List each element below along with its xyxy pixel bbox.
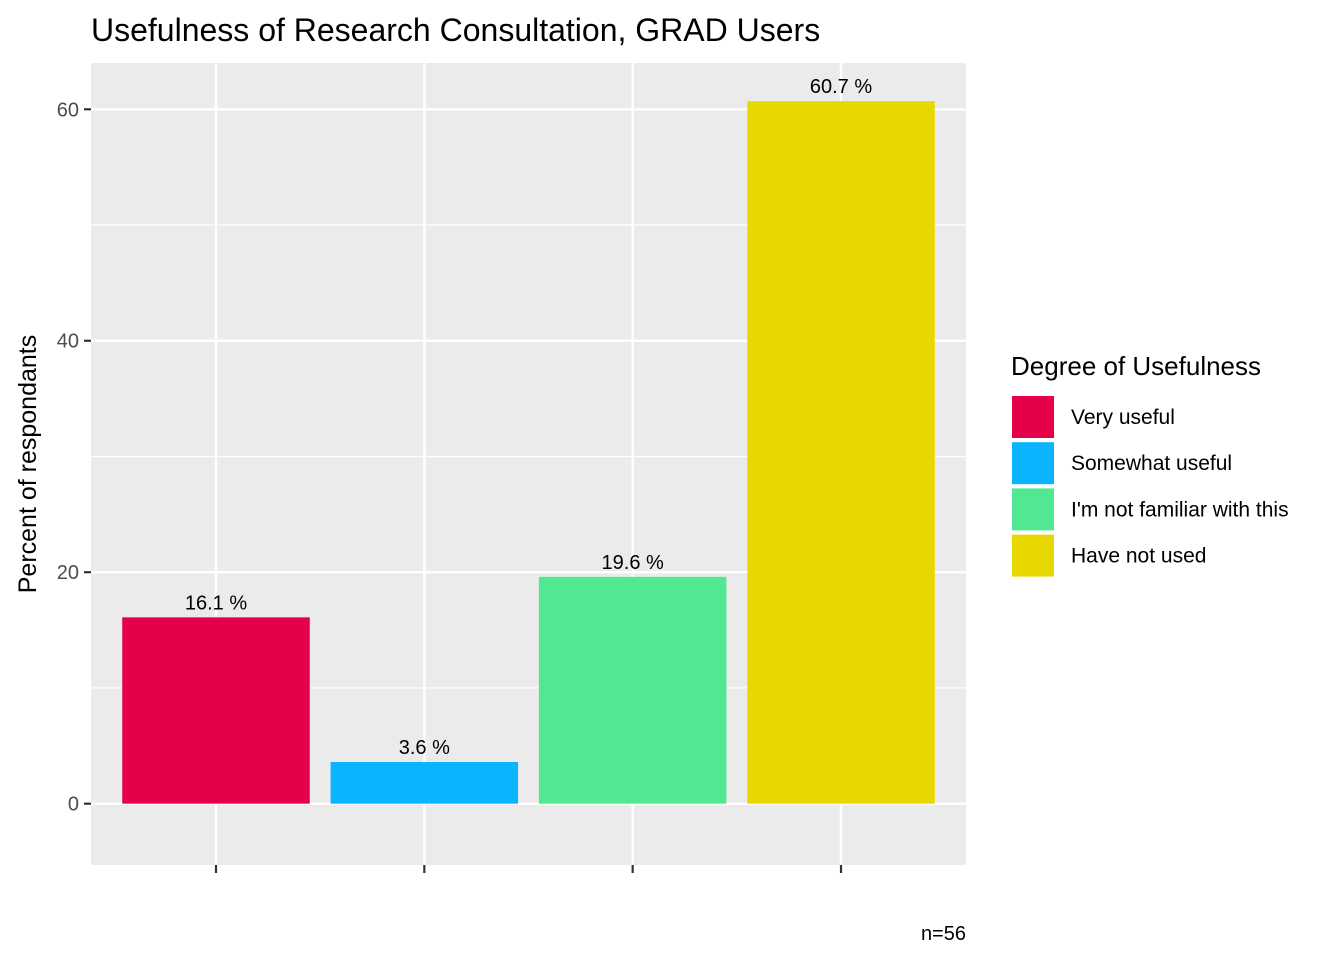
x-axis [214,865,843,873]
legend-label: I'm not familiar with this [1071,498,1289,521]
legend-entries: Very useful Somewhat useful I'm not famili… [1010,394,1289,579]
legend-label: Very useful [1071,406,1175,429]
legend-label: Have not used [1071,545,1206,568]
caption: n=56 [921,923,966,945]
bar-data-label: 19.6 % [602,552,664,574]
bar [122,617,310,804]
bar-data-label: 16.1 % [185,592,247,614]
bar [747,101,935,804]
legend-label: Somewhat useful [1071,452,1232,475]
bar [538,576,727,804]
y-tick-label: 60 [57,99,79,121]
legend-swatch [1010,394,1056,440]
chart-title: Usefulness of Research Consultation, GRA… [91,12,820,48]
legend: Degree of Usefulness Very useful Somewhat… [1010,351,1289,579]
y-tick-label: 20 [57,562,79,584]
bars [122,101,935,804]
legend-swatch [1010,486,1056,533]
data-labels: 16.1 % 3.6 % 19.6 % 60.7 % [185,76,872,759]
legend-swatch [1010,532,1056,579]
y-axis-title: Percent of respondants [14,335,42,594]
legend-title: Degree of Usefulness [1011,351,1261,381]
y-tick-label: 40 [57,331,79,353]
legend-swatch [1010,440,1056,487]
bar [330,762,519,804]
y-tick-label: 0 [68,794,79,816]
bar-data-label: 60.7 % [810,76,872,98]
bar-data-label: 3.6 % [399,737,450,759]
y-axis: 0 20 40 60 [57,99,91,816]
